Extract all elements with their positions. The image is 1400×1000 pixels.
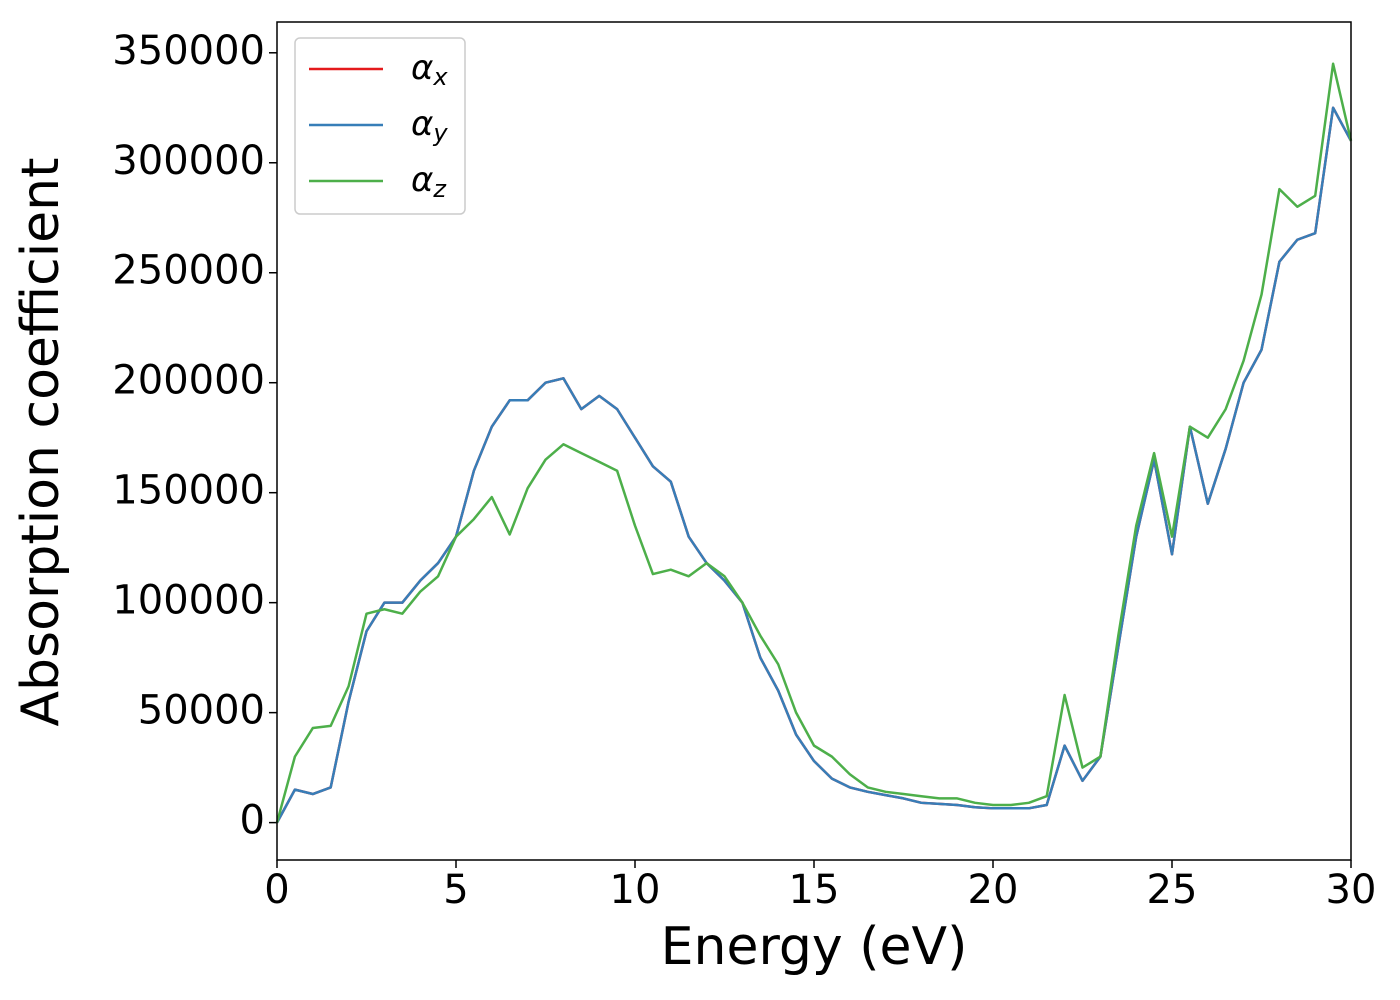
- x-tick-label: 15: [789, 867, 840, 913]
- legend-label: αz: [411, 160, 447, 204]
- y-tick-label: 150000: [112, 468, 265, 514]
- y-tick-label: 350000: [112, 28, 265, 74]
- x-tick-label: 30: [1326, 867, 1377, 913]
- y-tick-label: 300000: [112, 138, 265, 184]
- plot-frame: [276, 21, 1352, 861]
- legend-label: αy: [411, 104, 448, 148]
- y-tick-label: 0: [240, 798, 265, 844]
- y-tick-label: 250000: [112, 248, 265, 294]
- x-axis-label: Energy (eV): [661, 917, 968, 977]
- x-tick-label: 10: [610, 867, 661, 913]
- x-tick-label: 0: [264, 867, 289, 913]
- y-tick-label: 200000: [112, 358, 265, 404]
- x-tick-label: 25: [1147, 867, 1198, 913]
- series-line: [275, 62, 1353, 823]
- legend-label: αx: [411, 48, 448, 92]
- series-line: [275, 106, 1353, 824]
- y-axis-label: Absorption coefficient: [11, 157, 71, 726]
- x-tick-label: 20: [968, 867, 1019, 913]
- y-tick-label: 100000: [112, 578, 265, 624]
- x-tick-label: 5: [443, 867, 468, 913]
- series-line: [275, 106, 1353, 824]
- y-tick-label: 50000: [138, 688, 265, 734]
